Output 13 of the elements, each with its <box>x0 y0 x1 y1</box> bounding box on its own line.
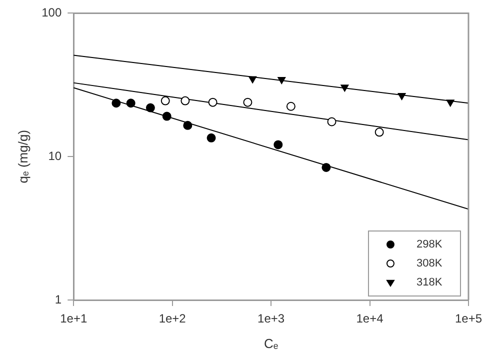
legend-label: 318K <box>416 276 443 289</box>
y-axis-title: qₑ (mg/g) <box>15 130 30 184</box>
y-tick-label: 10 <box>48 148 62 163</box>
x-tick-label: 1e+3 <box>258 312 285 326</box>
legend-label: 308K <box>416 258 443 270</box>
x-tick-label: 1e+5 <box>454 312 482 326</box>
x-tick-label: 1e+1 <box>60 312 88 326</box>
y-tick-label: 1 <box>54 292 62 306</box>
legend-label: 298K <box>416 238 443 251</box>
x-axis-title: Cₑ <box>264 336 278 351</box>
y-tick-label: 100 <box>42 6 62 20</box>
x-tick-label: 1e+2 <box>158 312 186 326</box>
x-tick-label: 1e+4 <box>356 312 384 326</box>
